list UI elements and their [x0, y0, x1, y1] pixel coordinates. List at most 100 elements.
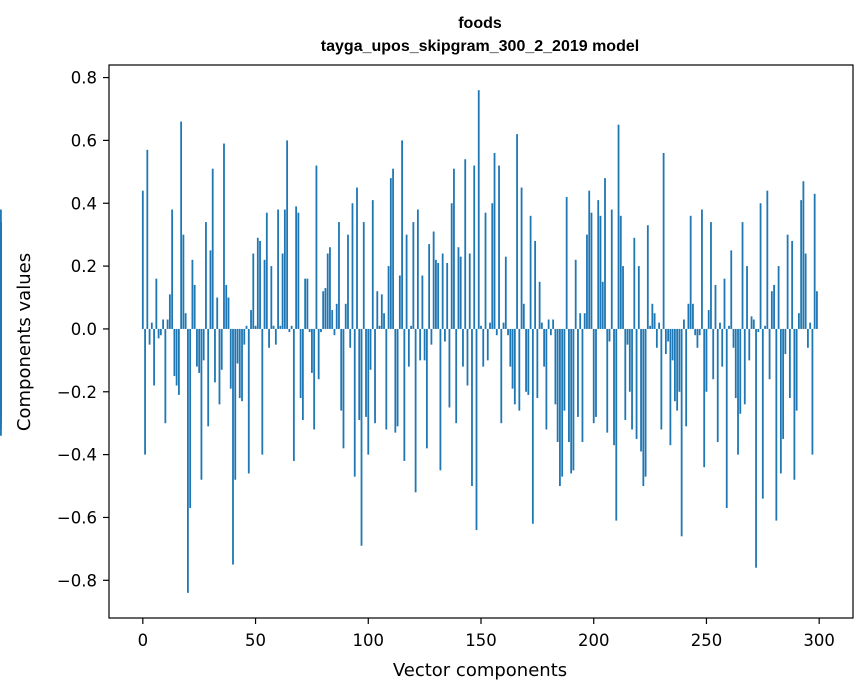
- bar: [642, 328, 645, 487]
- bar: [525, 328, 527, 392]
- bar: [410, 325, 413, 329]
- bar: [595, 328, 597, 417]
- bar: [730, 250, 733, 329]
- bar: [782, 328, 785, 439]
- bar: [531, 328, 534, 524]
- bar: [565, 196, 568, 329]
- bar: [396, 328, 399, 427]
- bar: [306, 278, 309, 329]
- bar: [750, 316, 753, 329]
- bar: [459, 256, 462, 329]
- bar: [414, 328, 417, 493]
- bar: [502, 322, 505, 329]
- bar: [272, 325, 275, 329]
- bar: [450, 203, 453, 329]
- bar: [362, 222, 365, 329]
- bar: [311, 328, 313, 373]
- x-tick-label: 0: [138, 631, 149, 650]
- y-tick-label: 0.8: [71, 69, 97, 88]
- bar: [448, 328, 451, 408]
- bar: [543, 328, 546, 367]
- bar: [624, 328, 627, 421]
- bar: [259, 240, 261, 329]
- bar: [547, 319, 550, 329]
- bar: [232, 328, 234, 565]
- bar: [358, 328, 361, 421]
- bar: [779, 328, 782, 474]
- bar: [689, 215, 692, 329]
- bar: [649, 325, 651, 329]
- bar: [723, 278, 726, 329]
- bar: [658, 322, 661, 329]
- bar: [290, 325, 293, 329]
- bar: [660, 328, 663, 430]
- bar: [520, 187, 523, 329]
- bar: [144, 328, 146, 455]
- bar: [788, 328, 791, 399]
- bar: [153, 328, 155, 386]
- bar: [162, 319, 165, 329]
- bar: [592, 328, 595, 424]
- bar: [536, 328, 539, 399]
- bar: [202, 328, 205, 361]
- bar: [383, 313, 385, 329]
- bar: [800, 200, 803, 329]
- bar: [464, 159, 467, 329]
- bar: [189, 328, 192, 509]
- bar: [816, 291, 818, 329]
- bar: [703, 328, 706, 468]
- bar: [619, 215, 622, 329]
- bar: [419, 328, 422, 361]
- bar: [680, 328, 683, 537]
- bar-series: [0, 90, 818, 593]
- bar: [599, 215, 602, 329]
- bar: [315, 165, 318, 329]
- bar: [489, 322, 491, 329]
- bar: [633, 237, 636, 329]
- bar: [166, 319, 169, 329]
- bar: [698, 328, 701, 336]
- y-tick-label: −0.2: [57, 383, 97, 402]
- bar: [241, 328, 243, 402]
- x-tick-label: 250: [691, 631, 723, 650]
- bar: [559, 328, 561, 487]
- bar: [556, 328, 559, 443]
- bar: [376, 291, 379, 329]
- bar: [676, 328, 679, 411]
- y-tick-label: −0.6: [57, 508, 97, 527]
- bar: [606, 328, 609, 433]
- bar: [331, 310, 334, 329]
- bar: [468, 253, 471, 329]
- bar: [349, 328, 352, 348]
- bar: [234, 328, 237, 480]
- bar: [0, 328, 2, 402]
- bar: [243, 328, 246, 345]
- bar: [475, 328, 478, 531]
- bar: [261, 328, 264, 455]
- bar: [768, 328, 771, 380]
- bar: [288, 328, 291, 333]
- bar: [473, 165, 476, 329]
- bar: [218, 328, 221, 405]
- bar: [495, 328, 498, 336]
- bar: [430, 328, 433, 345]
- bar: [177, 328, 180, 395]
- bar: [615, 328, 618, 521]
- bar: [644, 328, 647, 477]
- bar: [333, 328, 336, 336]
- bar: [572, 328, 575, 471]
- bar: [344, 303, 347, 329]
- bar: [811, 328, 814, 455]
- bar: [304, 278, 307, 329]
- bar: [209, 250, 212, 329]
- bar: [247, 328, 250, 474]
- bar: [710, 222, 712, 329]
- bar: [597, 200, 600, 329]
- bar: [746, 266, 748, 329]
- bar: [534, 240, 537, 329]
- bar: [574, 259, 577, 329]
- x-tick-label: 100: [353, 631, 385, 650]
- bar: [791, 240, 794, 329]
- bar: [342, 328, 345, 449]
